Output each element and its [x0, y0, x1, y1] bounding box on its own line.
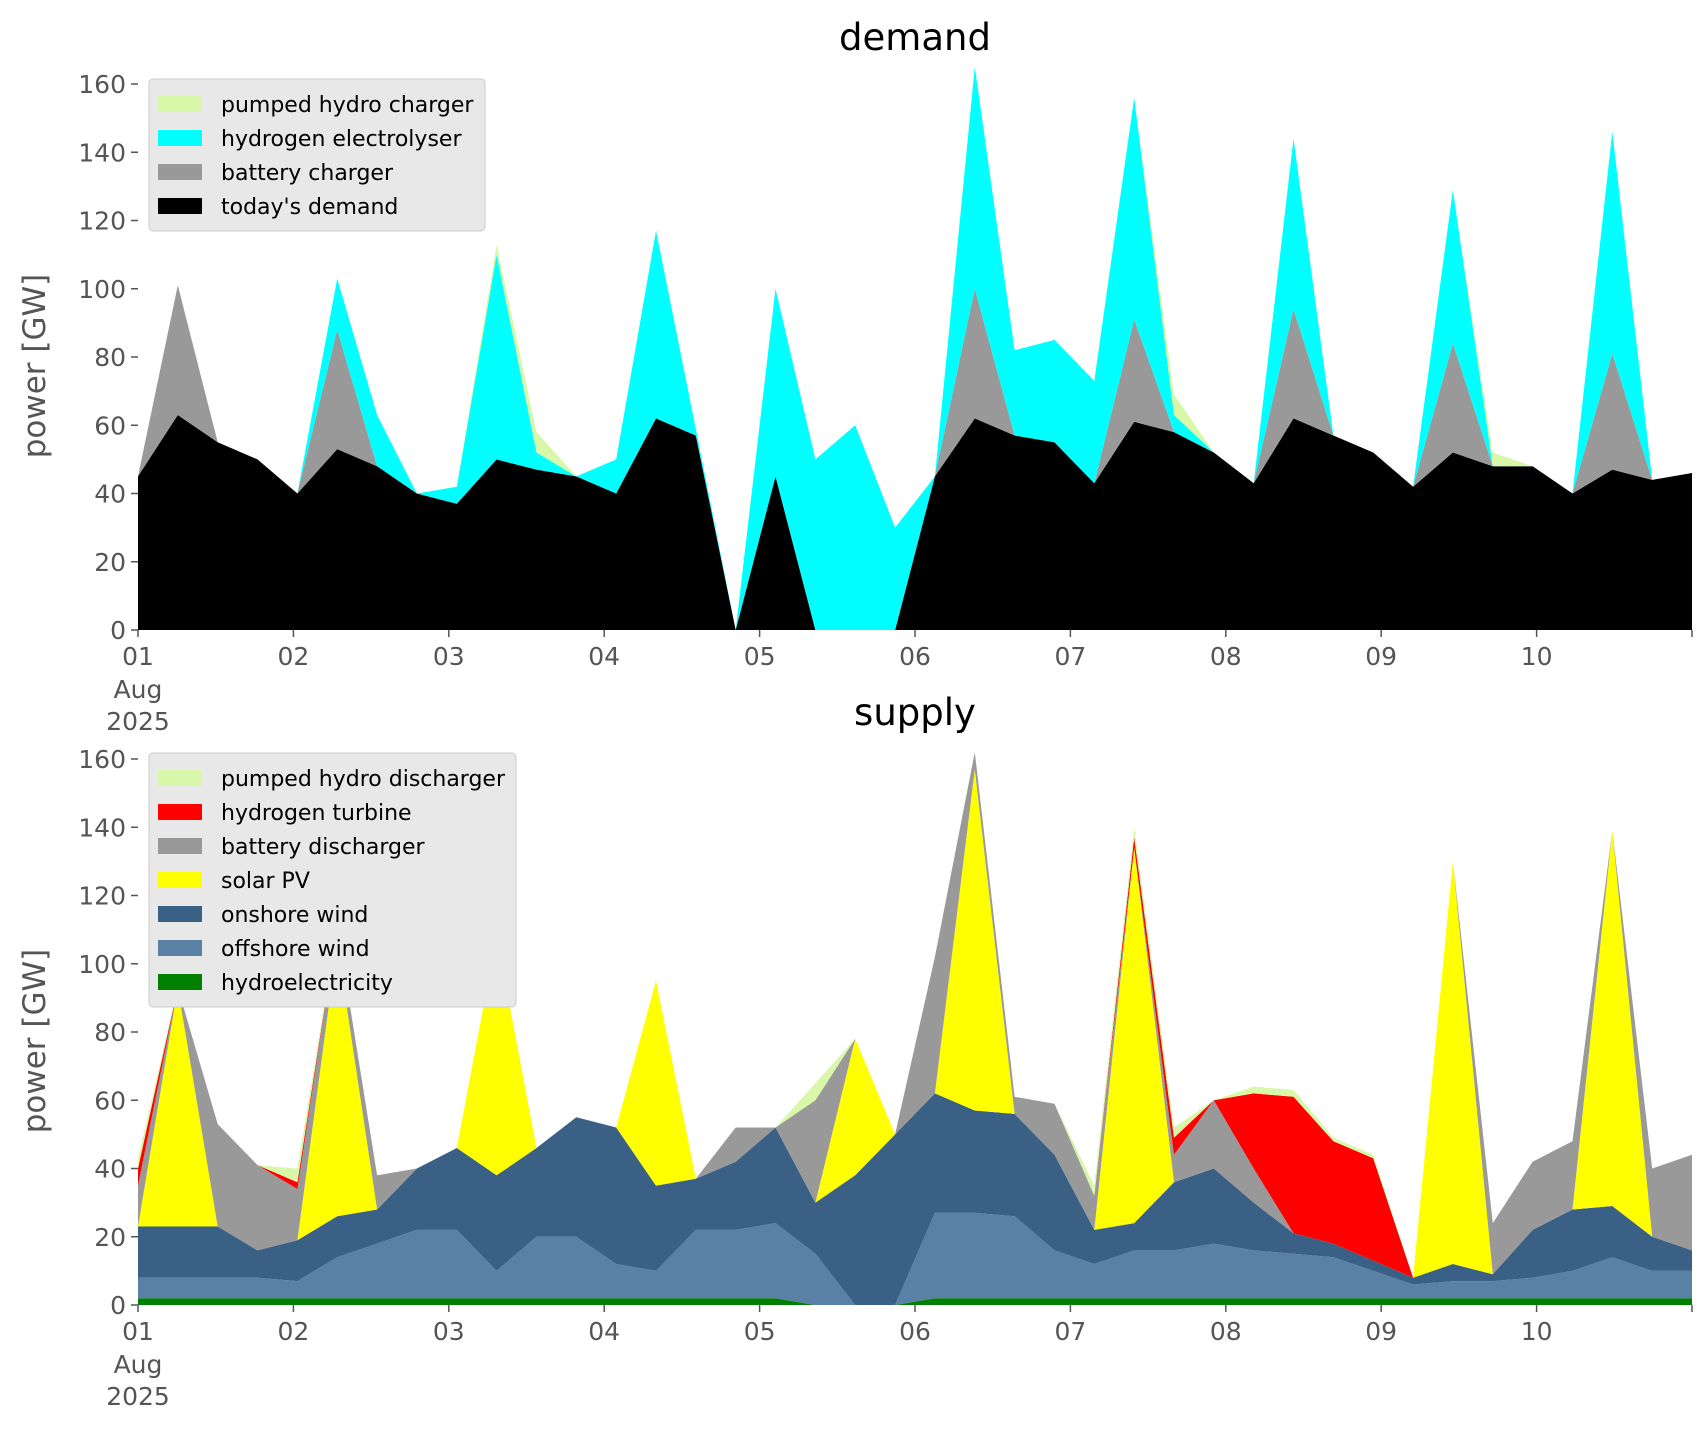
- supply-legend-swatch-battery-discharger: [158, 838, 202, 854]
- supply-x-tick-label: 05: [744, 1317, 776, 1346]
- supply-legend-label-hydrogen-turbine: hydrogen turbine: [221, 801, 412, 826]
- supply-areas: [138, 752, 1692, 1305]
- supply-x-tick-label: 02: [277, 1317, 309, 1346]
- supply-x-tick-label: 04: [588, 1317, 620, 1346]
- demand-y-tick-label: 140: [78, 138, 126, 167]
- supply-area-offshore-wind: [138, 1212, 1692, 1305]
- demand-y-tick-label: 100: [78, 275, 126, 304]
- demand-x-tick-label: 09: [1365, 642, 1397, 671]
- demand-legend-swatch-today-s-demand: [158, 198, 202, 214]
- demand-x-tick-label: 06: [899, 642, 931, 671]
- demand-y-tick-label: 60: [94, 411, 126, 440]
- demand-legend[interactable]: pumped hydro charger hydrogen electrolyse…: [148, 78, 486, 232]
- supply-x-tick-label: 09: [1365, 1317, 1397, 1346]
- demand-x-tick-label: 01: [122, 642, 154, 671]
- supply-y-tick-label: 140: [78, 813, 126, 842]
- demand-title: demand: [839, 16, 991, 59]
- demand-x-tick-label: 08: [1210, 642, 1242, 671]
- supply-area-onshore-wind: [138, 1093, 1692, 1305]
- demand-y-axis-label: power [GW]: [17, 274, 53, 459]
- supply-x-tick-label: 06: [899, 1317, 931, 1346]
- demand-y-tick-label: 20: [94, 548, 126, 577]
- supply-x-tick-label: 07: [1054, 1317, 1086, 1346]
- supply-y-tick-label: 100: [78, 950, 126, 979]
- supply-area-battery-discharger: [138, 752, 1692, 1278]
- supply-x-tick-sublabel: Aug: [114, 1350, 163, 1379]
- supply-x-tick-label: 08: [1210, 1317, 1242, 1346]
- supply-legend-swatch-onshore-wind: [158, 906, 202, 922]
- supply-axes: 0 20 40 60 80 100 120 140 160 01 02 03 04 05 06 07 08 09 1…: [78, 745, 1693, 1411]
- supply-legend-swatch-offshore-wind: [158, 940, 202, 956]
- supply-legend-swatch-hydroelectricity: [158, 974, 202, 990]
- demand-area-battery-charger: [138, 285, 1692, 630]
- supply-y-tick-label: 0: [110, 1291, 126, 1320]
- demand-legend-box: [148, 78, 486, 232]
- demand-y-tick-label: 40: [94, 480, 126, 509]
- supply-area-hydrogen-turbine: [138, 752, 1692, 1278]
- demand-x-tick-label: 04: [588, 642, 620, 671]
- demand-areas: [138, 66, 1692, 630]
- demand-x-tick-label: 03: [433, 642, 465, 671]
- demand-y-tick-label: 120: [78, 207, 126, 236]
- supply-legend-swatch-pumped-hydro-discharger: [158, 770, 202, 786]
- supply-y-axis-label: power [GW]: [17, 949, 53, 1134]
- demand-y-tick-label: 160: [78, 70, 126, 99]
- supply-area-solar-pv: [138, 769, 1692, 1278]
- demand-legend-swatch-hydrogen-electrolyser: [158, 130, 202, 146]
- supply-legend-label-offshore-wind: offshore wind: [221, 937, 370, 962]
- supply-legend-swatch-hydrogen-turbine: [158, 804, 202, 820]
- demand-panel: demand power [GW] 0204060801001201401600…: [17, 16, 1693, 736]
- supply-y-tick-label: 120: [78, 882, 126, 911]
- demand-axes: 0 20 40 60 80 100 120 140 160 01 02 03 04 05 06 07 08 09 1…: [78, 70, 1693, 736]
- supply-panel: supply power [GW] 0204060801001201401600…: [17, 691, 1693, 1411]
- supply-title: supply: [854, 691, 976, 734]
- demand-y-tick-label: 0: [110, 616, 126, 645]
- demand-legend-label-today-s-demand: today's demand: [221, 195, 398, 220]
- supply-x-tick-label: 10: [1521, 1317, 1553, 1346]
- supply-x-tick-sublabel: 2025: [106, 1382, 170, 1411]
- demand-area-hydrogen-electrolyser: [138, 66, 1692, 630]
- supply-y-tick-label: 80: [94, 1018, 126, 1047]
- demand-x-tick-label: 05: [744, 642, 776, 671]
- supply-y-tick-label: 60: [94, 1086, 126, 1115]
- demand-y-tick-label: 80: [94, 343, 126, 372]
- supply-legend-label-solar-pv: solar PV: [221, 869, 310, 894]
- demand-x-tick-sublabel: 2025: [106, 707, 170, 736]
- demand-x-tick-label: 02: [277, 642, 309, 671]
- supply-legend-label-pumped-hydro-discharger: pumped hydro discharger: [221, 767, 506, 792]
- demand-legend-label-pumped-hydro-charger: pumped hydro charger: [221, 93, 474, 118]
- demand-x-tick-label: 10: [1521, 642, 1553, 671]
- supply-legend-label-battery-discharger: battery discharger: [221, 835, 426, 860]
- supply-y-tick-label: 40: [94, 1155, 126, 1184]
- supply-legend-swatch-solar-pv: [158, 872, 202, 888]
- demand-legend-swatch-battery-charger: [158, 164, 202, 180]
- supply-x-tick-label: 01: [122, 1317, 154, 1346]
- supply-legend[interactable]: pumped hydro discharger hydrogen turbine b…: [148, 752, 517, 1008]
- demand-x-tick-label: 07: [1054, 642, 1086, 671]
- supply-y-tick-label: 20: [94, 1223, 126, 1252]
- demand-legend-label-hydrogen-electrolyser: hydrogen electrolyser: [221, 127, 462, 152]
- supply-x-tick-label: 03: [433, 1317, 465, 1346]
- supply-legend-box: [148, 752, 517, 1008]
- demand-legend-swatch-pumped-hydro-charger: [158, 96, 202, 112]
- demand-legend-label-battery-charger: battery charger: [221, 161, 394, 186]
- supply-y-tick-label: 160: [78, 745, 126, 774]
- demand-x-tick-sublabel: Aug: [114, 675, 163, 704]
- supply-legend-label-onshore-wind: onshore wind: [221, 903, 368, 928]
- supply-legend-label-hydroelectricity: hydroelectricity: [221, 971, 393, 996]
- demand-area-today-s-demand: [138, 415, 1692, 630]
